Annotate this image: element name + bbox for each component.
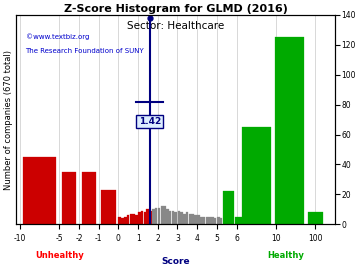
Title: Z-Score Histogram for GLMD (2016): Z-Score Histogram for GLMD (2016)	[64, 4, 287, 14]
Bar	[62, 172, 76, 224]
Bar	[214, 218, 216, 224]
Bar	[152, 209, 154, 224]
Bar	[127, 215, 129, 224]
Bar	[130, 214, 132, 224]
Bar	[217, 217, 220, 224]
Bar	[144, 212, 146, 224]
Bar	[275, 37, 304, 224]
Bar	[203, 217, 205, 224]
Bar	[206, 217, 208, 224]
Bar	[132, 214, 135, 224]
Bar	[172, 211, 174, 224]
Bar	[155, 208, 157, 224]
Text: 1.42: 1.42	[139, 117, 161, 126]
Bar	[118, 217, 121, 224]
Bar	[101, 190, 116, 224]
Bar	[138, 212, 141, 224]
Bar	[147, 209, 149, 224]
Bar	[180, 212, 183, 224]
Text: The Research Foundation of SUNY: The Research Foundation of SUNY	[26, 48, 144, 55]
Bar	[192, 214, 194, 224]
Bar	[121, 218, 124, 224]
Bar	[166, 209, 169, 224]
Bar	[194, 215, 197, 224]
Bar	[197, 215, 200, 224]
Text: Sector: Healthcare: Sector: Healthcare	[127, 21, 224, 31]
Y-axis label: Number of companies (670 total): Number of companies (670 total)	[4, 50, 13, 190]
Text: ©www.textbiz.org: ©www.textbiz.org	[26, 34, 89, 40]
Bar	[135, 215, 138, 224]
Bar	[220, 218, 222, 224]
Bar	[235, 217, 244, 224]
Bar	[242, 127, 271, 224]
Text: Unhealthy: Unhealthy	[35, 251, 84, 260]
Bar	[82, 172, 96, 224]
Bar	[158, 208, 161, 224]
Text: Healthy: Healthy	[267, 251, 304, 260]
Bar	[177, 211, 180, 224]
Bar	[23, 157, 56, 224]
Bar	[200, 217, 203, 224]
Bar	[124, 217, 127, 224]
Bar	[183, 214, 186, 224]
Bar	[141, 211, 144, 224]
Bar	[161, 206, 163, 224]
Bar	[189, 214, 191, 224]
Bar	[211, 217, 213, 224]
X-axis label: Score: Score	[161, 257, 190, 266]
Bar	[175, 212, 177, 224]
Bar	[163, 206, 166, 224]
Bar	[186, 212, 188, 224]
Bar	[149, 211, 152, 224]
Bar	[223, 191, 234, 224]
Bar	[208, 217, 211, 224]
Bar	[169, 211, 171, 224]
Bar	[308, 212, 323, 224]
